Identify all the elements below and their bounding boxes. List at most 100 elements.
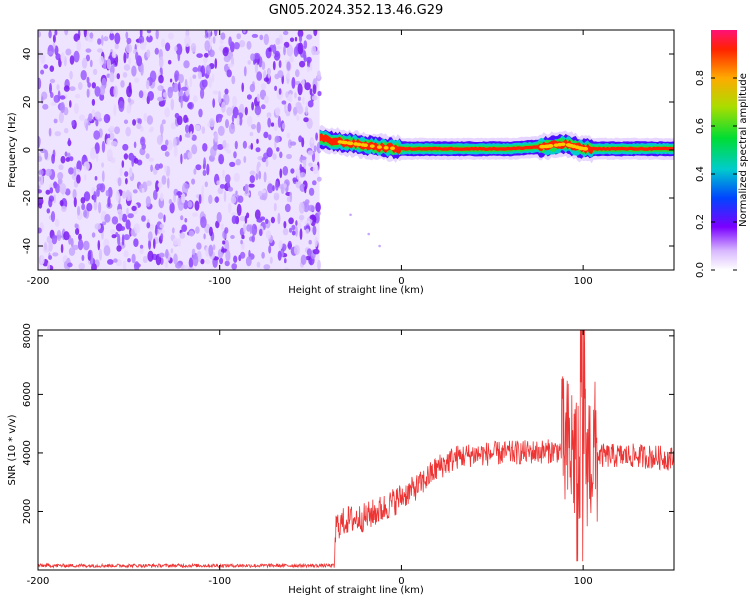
noise-blob [305,106,309,115]
noise-blob [256,93,260,102]
colorbar-tick-label: 0.4 [695,166,706,182]
noise-blob [106,138,111,146]
noise-blob [277,212,281,225]
noise-blob [298,202,305,214]
noise-blob [75,168,81,176]
noise-blob [45,189,51,195]
noise-blob [255,173,259,181]
noise-blob [231,75,236,85]
noise-blob [287,102,292,112]
noise-blob [79,114,85,121]
noise-blob [212,90,219,95]
noise-blob [69,55,75,65]
noise-blob [232,95,238,107]
noise-blob [294,36,298,42]
noise-blob [164,151,170,157]
noise-blob [220,248,228,253]
noise-blob [187,102,193,109]
noise-blob [91,232,96,238]
noise-blob [116,73,121,80]
noise-blob [94,111,102,120]
noise-blob [246,115,253,127]
noise-blob [107,186,113,198]
noise-blob [55,53,61,61]
noise-blob [232,106,239,119]
noise-blob [60,101,65,114]
noise-blob [201,126,206,134]
noise-blob [307,150,314,156]
noise-blob [135,51,139,61]
noise-blob [286,71,290,79]
noise-blob [258,170,262,180]
noise-blob [48,30,52,39]
signal-hotspot [560,142,566,147]
noise-blob [225,143,230,149]
noise-blob [277,115,281,128]
noise-blob [160,123,164,135]
noise-blob [297,42,304,55]
noise-blob [224,239,230,252]
noise-blob [251,223,258,236]
noise-blob [311,45,317,56]
noise-blob [76,39,82,52]
noise-blob [89,59,93,68]
noise-blob [119,226,126,231]
noise-blob [99,93,105,101]
signal-hotspot [565,143,571,147]
noise-blob [78,233,82,241]
noise-blob [310,138,315,144]
noise-blob [167,87,173,99]
noise-blob [131,205,137,212]
noise-blob [87,250,92,261]
noise-blob [297,30,304,38]
noise-blob [231,215,237,225]
noise-blob [239,215,246,222]
noise-blob [227,202,232,214]
noise-blob [81,203,86,211]
signal-hotspot [579,146,585,151]
noise-blob [123,52,127,64]
noise-blob [254,105,262,116]
noise-blob [78,82,83,90]
noise-blob [282,122,286,130]
noise-blob [54,30,58,36]
noise-blob [103,36,109,42]
noise-blob [184,132,192,138]
noise-blob [202,169,207,176]
noise-blob [49,78,56,84]
noise-blob [73,166,77,177]
x-tick-label: -100 [208,576,231,587]
noise-blob [122,72,128,78]
noise-blob [40,53,46,64]
noise-blob [161,38,166,48]
noise-blob [300,254,307,265]
noise-blob [305,255,311,261]
noise-blob [109,32,115,41]
noise-blob [221,101,226,113]
noise-blob [229,161,236,167]
noise-blob [187,267,195,270]
noise-blob [236,33,241,40]
noise-blob [263,264,271,270]
noise-blob [113,85,118,98]
noise-blob [194,124,201,131]
noise-blob [261,104,266,110]
noise-blob [46,236,52,244]
noise-blob [102,221,107,226]
noise-blob [307,59,311,69]
y-tick-label: 8000 [22,323,33,348]
noise-blob [38,189,42,194]
signal-hotspot [383,145,389,150]
noise-blob [291,230,296,236]
noise-blob [282,166,289,176]
noise-blob [200,87,205,99]
noise-blob [203,56,208,64]
noise-blob [50,101,57,107]
noise-blob [51,234,58,245]
noise-blob [305,228,310,235]
noise-blob [104,213,111,223]
noise-blob [184,218,188,223]
noise-blob [155,30,159,40]
noise-blob [276,45,282,50]
noise-blob [60,243,64,254]
